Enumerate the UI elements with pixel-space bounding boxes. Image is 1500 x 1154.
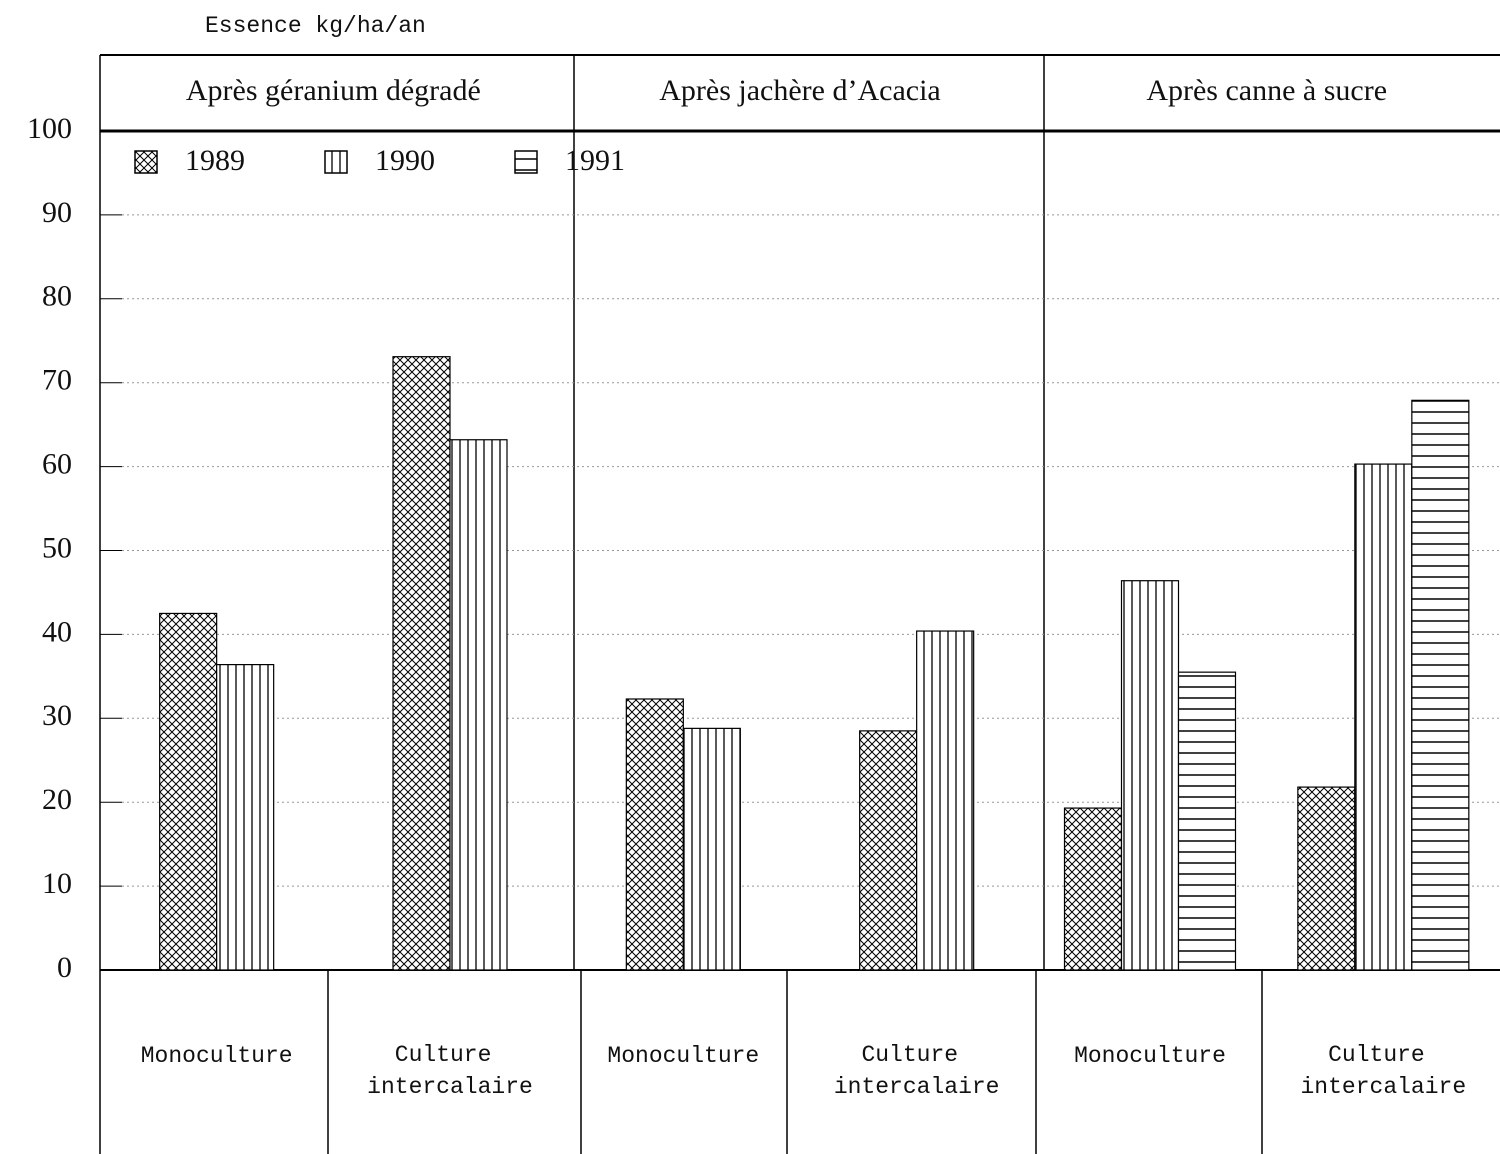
legend-swatch — [514, 150, 538, 174]
panel-title: Après canne à sucre — [1146, 74, 1387, 107]
y-tick-label: 10 — [42, 867, 72, 900]
legend-label: 1991 — [565, 144, 625, 177]
x-tick-label: Culture intercalaire — [367, 1042, 533, 1100]
x-tick-label: Culture intercalaire — [834, 1042, 1000, 1100]
y-tick-label: 90 — [42, 196, 72, 229]
bar — [1063, 807, 1123, 971]
bar — [682, 727, 741, 971]
legend-swatch — [134, 150, 158, 174]
bar — [449, 439, 508, 971]
panel-title: Après géranium dégradé — [186, 74, 481, 107]
bar — [1297, 786, 1356, 971]
y-tick-label: 70 — [42, 364, 72, 397]
x-tick-label: Monoculture — [1074, 1043, 1226, 1069]
bar — [859, 730, 918, 971]
y-tick-label: 40 — [42, 615, 72, 648]
bar — [1120, 580, 1180, 971]
x-tick-label: Monoculture — [607, 1043, 759, 1069]
legend-swatch — [324, 150, 348, 174]
frame — [99, 54, 1500, 1154]
bar — [1177, 671, 1237, 971]
y-tick-label: 0 — [57, 951, 72, 984]
panel-title: Après jachère d’Acacia — [659, 74, 940, 107]
x-tick-label: Monoculture — [141, 1043, 293, 1069]
legend-label: 1989 — [185, 144, 245, 177]
y-tick-label: 20 — [42, 783, 72, 816]
y-tick-label: 30 — [42, 699, 72, 732]
x-tick-label: Culture intercalaire — [1301, 1042, 1467, 1100]
y-tick-label: 80 — [42, 280, 72, 313]
bar — [392, 356, 451, 971]
legend-label: 1990 — [375, 144, 435, 177]
bar — [159, 612, 218, 971]
y-axis-label: Essence kg/ha/an — [205, 13, 426, 39]
bar — [916, 630, 975, 971]
y-tick-label: 60 — [42, 447, 72, 480]
y-tick-label: 50 — [42, 531, 72, 564]
bar — [216, 664, 275, 971]
bar — [1354, 463, 1413, 971]
bar — [625, 698, 684, 971]
bar — [1411, 399, 1470, 971]
y-tick-label: 100 — [27, 112, 72, 145]
